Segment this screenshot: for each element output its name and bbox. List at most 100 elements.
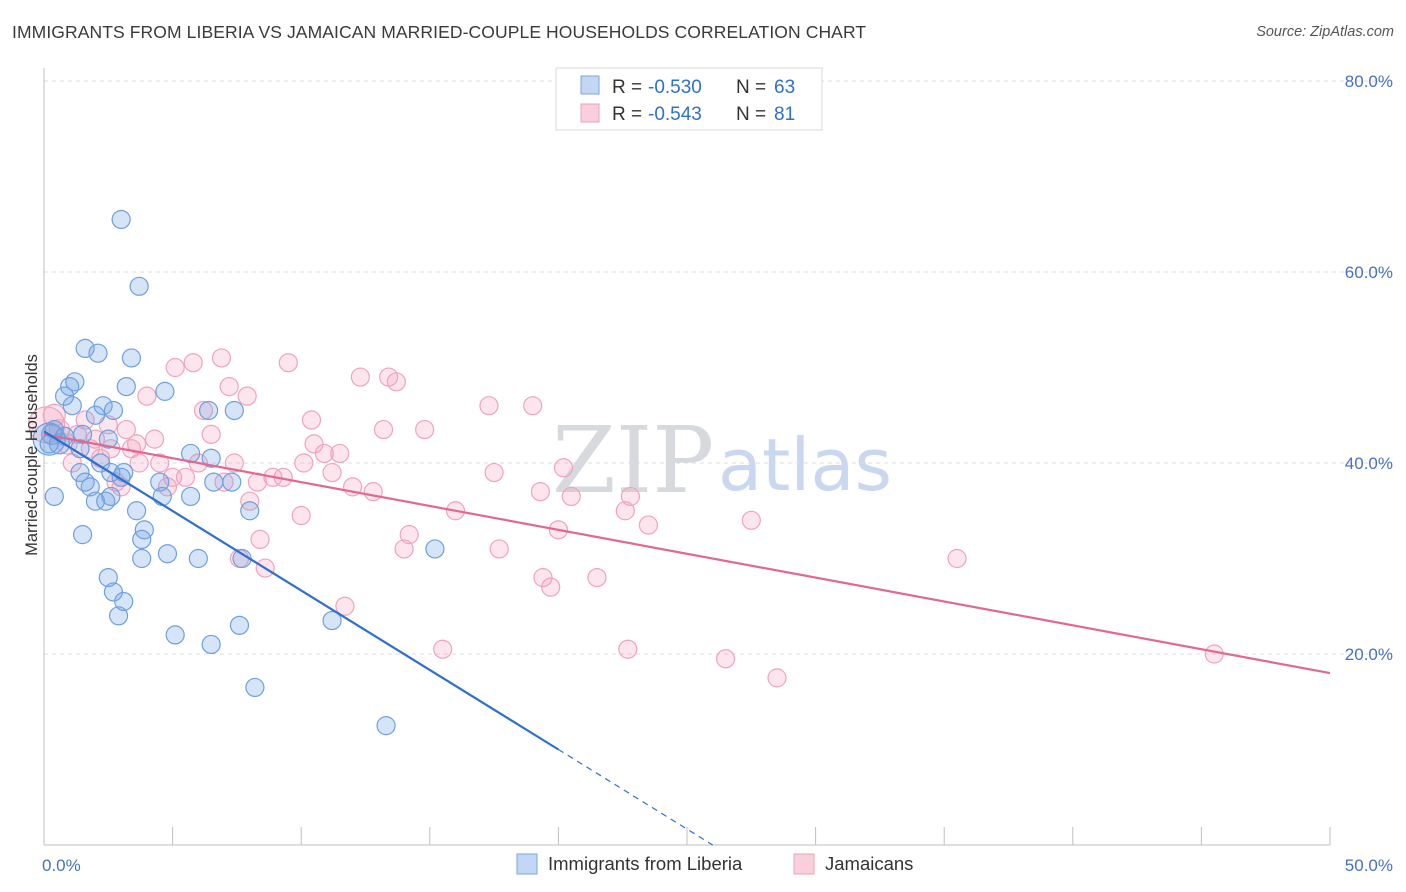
liberia-point-23: [98, 429, 118, 449]
jamaica-point-56: [399, 525, 419, 545]
liberia-point-10: [72, 525, 93, 545]
y-tick-label-80: 80.0%: [1345, 72, 1393, 91]
jamaica-point-68: [553, 458, 574, 478]
jamaica-point-55: [394, 539, 414, 559]
jamaica-point-25: [183, 353, 203, 373]
jamaica-point-45: [314, 443, 334, 464]
jamaica-point-31: [219, 377, 239, 397]
y-tick-label-40: 40.0%: [1345, 454, 1393, 473]
liberia-point-32: [116, 377, 136, 397]
liberia-point-45: [165, 625, 185, 645]
liberia-point-18: [72, 424, 93, 444]
liberia-trend-line: [43, 430, 559, 751]
liberia-point-37: [132, 548, 152, 569]
jamaica-point-30: [214, 472, 234, 492]
legend-r-label-jamaica: R =: [612, 104, 642, 125]
legend-n-label-jamaica: N =: [736, 104, 766, 125]
jamaica-point-1: [42, 403, 66, 427]
jamaica-point-54: [386, 372, 406, 392]
chart-title: IMMIGRANTS FROM LIBERIA VS JAMAICAN MARR…: [12, 22, 867, 42]
liberia-point-26: [98, 567, 118, 588]
jamaica-point-79: [1204, 644, 1224, 664]
jamaica-point-23: [165, 357, 185, 378]
x-tick-label-min: 0.0%: [42, 856, 81, 875]
legend-r-value-jamaica: -0.543: [648, 104, 702, 125]
jamaica-point-44: [304, 434, 324, 454]
liberia-point-13: [80, 477, 100, 497]
liberia-point-43: [155, 381, 175, 401]
legend-swatch-jamaica: [580, 103, 600, 123]
jamaica-point-71: [615, 501, 635, 521]
liberia-point-24: [101, 486, 121, 507]
jamaica-point-77: [767, 668, 787, 688]
jamaica-point-57: [415, 419, 435, 440]
jamaica-point-73: [620, 486, 641, 507]
jamaica-point-6: [75, 410, 95, 430]
liberia-point-51: [204, 472, 224, 492]
jamaica-point-51: [363, 482, 383, 502]
liberia-point-34: [114, 462, 134, 483]
liberia-point-60: [376, 716, 396, 736]
liberia-point-58: [245, 677, 265, 698]
axes: [43, 68, 1331, 846]
liberia-point-6: [62, 396, 82, 416]
y-axis-title: Married-couple Households: [23, 354, 41, 556]
watermark-atlas: atlas: [718, 423, 892, 507]
jamaica-point-64: [530, 482, 550, 502]
liberia-point-48: [188, 548, 208, 569]
series-legend-swatch-liberia: [516, 853, 538, 875]
series-legend-swatch-jamaica: [793, 853, 815, 875]
liberia-point-30: [114, 591, 134, 612]
legend-n-label-liberia: N =: [736, 77, 766, 98]
liberia-point-19: [75, 338, 95, 358]
tick-labels: 20.0% 40.0% 60.0% 80.0% 0.0% 50.0%: [42, 72, 1393, 875]
liberia-point-20: [88, 343, 108, 363]
liberia-point-33: [121, 348, 142, 368]
jamaica-point-42: [294, 453, 314, 473]
jamaica-point-52: [373, 419, 394, 440]
liberia-point-56: [201, 634, 221, 655]
jamaica-point-74: [638, 515, 659, 535]
liberia-point-52: [222, 472, 242, 492]
legend-n-value-jamaica: 81: [774, 104, 795, 125]
liberia-points: [32, 209, 445, 736]
jamaica-point-28: [201, 424, 221, 444]
liberia-point-8: [70, 462, 90, 483]
liberia-point-59: [322, 610, 342, 631]
liberia-point-53: [224, 400, 244, 421]
liberia-point-41: [150, 472, 170, 492]
liberia-point-15: [85, 491, 106, 511]
liberia-point-25: [103, 400, 124, 421]
jamaica-point-32: [224, 453, 244, 473]
liberia-point-39: [132, 529, 152, 550]
liberia-point-54: [229, 615, 250, 635]
liberia-point-35: [111, 209, 131, 230]
jamaica-point-80: [250, 529, 270, 550]
x-tick-label-max: 50.0%: [1345, 856, 1393, 875]
jamaica-point-40: [278, 353, 298, 373]
jamaica-point-41: [291, 505, 311, 526]
jamaica-point-65: [533, 567, 553, 588]
jamaica-point-34: [237, 386, 257, 406]
jamaica-point-62: [489, 539, 509, 559]
liberia-point-40: [126, 501, 147, 521]
liberia-point-17: [85, 405, 106, 425]
y-tick-label-60: 60.0%: [1345, 263, 1393, 282]
liberia-point-44: [157, 544, 178, 564]
jamaica-point-27: [193, 400, 214, 421]
jamaicans-points: [27, 348, 1224, 688]
series-legend-label-jamaica: Jamaicans: [825, 853, 913, 874]
jamaica-point-78: [947, 548, 967, 569]
jamaica-point-43: [301, 410, 322, 430]
jamaica-point-10: [98, 415, 118, 435]
legend-r-label-liberia: R =: [612, 77, 642, 98]
legend-r-value-liberia: -0.530: [648, 77, 702, 98]
liberia-point-27: [103, 582, 124, 602]
jamaica-point-58: [433, 639, 453, 659]
jamaica-point-76: [741, 510, 761, 530]
liberia-point-46: [181, 486, 201, 507]
jamaica-point-46: [322, 462, 342, 483]
jamaica-point-72: [618, 639, 638, 659]
jamaica-point-66: [541, 577, 561, 597]
